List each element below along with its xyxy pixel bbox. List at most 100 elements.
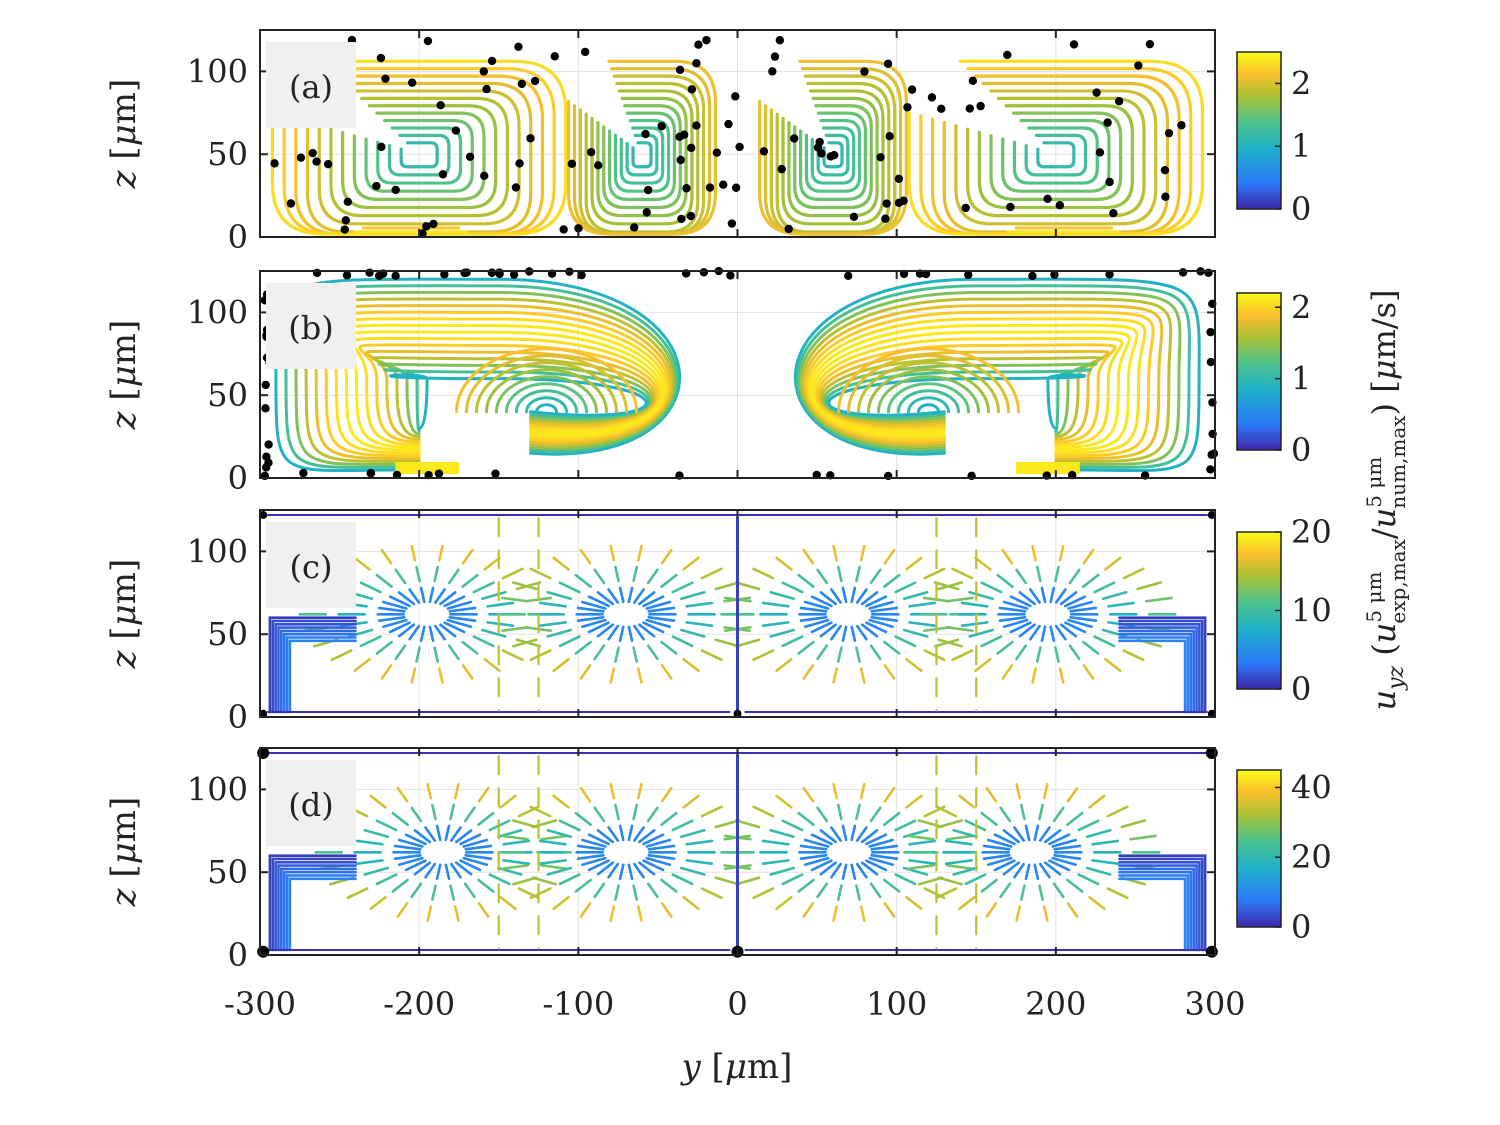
streamline [954,89,1158,226]
streamline [642,621,665,634]
streamline [284,284,679,469]
y-tick-label: 50 [207,615,248,653]
streamline [483,657,501,673]
streamline [505,382,588,414]
streamline [450,862,462,879]
streamline [453,782,460,800]
streamline [868,838,894,848]
tracer-point [965,104,975,113]
streamline [908,621,937,628]
streamline [481,628,507,638]
streamline [364,118,474,193]
tracer-point [790,134,799,143]
tracer-point [296,153,306,162]
streamline [944,859,973,866]
y-tick-label: 100 [187,532,248,570]
streamline [964,873,987,886]
streamline [1018,623,1036,638]
tracer-point [1095,148,1105,157]
streamline [804,118,862,193]
tracer-point [482,84,491,94]
streamline [529,567,552,580]
tracer-point [391,185,400,195]
streamline [799,844,828,851]
streamline [869,882,882,899]
tracer-point [642,208,651,217]
panel-label-box [266,42,356,128]
streamline [540,864,569,871]
tracer-point [261,463,271,472]
streamline [1122,649,1145,662]
tracer-point [1105,270,1114,279]
tracer-point [1069,40,1079,49]
streamline [1031,667,1037,684]
streamline [680,590,706,601]
streamline [982,844,1011,851]
streamline [752,649,775,662]
streamline [576,854,605,860]
streamline [1118,632,1193,714]
streamline [607,624,620,641]
streamline [1118,854,1207,952]
tracer-point [308,148,317,158]
colorbar-tick-label: 0 [1291,431,1311,469]
streamline [607,862,620,879]
streamline [329,96,509,218]
streamline [1054,588,1067,604]
streamline [483,556,501,571]
streamline [906,864,935,871]
streamline [999,882,1012,899]
streamline [511,819,538,829]
streamline [1066,878,1084,893]
corner-point [259,510,268,519]
streamline [558,873,581,886]
colorbar [1236,531,1282,690]
tracer-point [727,219,737,228]
tracer-point [1177,121,1186,130]
streamline [917,876,944,886]
streamline [1054,565,1060,583]
corner-point [259,709,268,718]
streamline [1085,866,1112,876]
streamline [529,649,552,662]
streamline [974,657,992,673]
tracer-point [843,271,853,281]
tracer-point [1028,271,1037,281]
streamline [638,623,656,638]
streamline [609,544,616,562]
streamline [277,626,357,714]
streamline [618,625,625,643]
streamline [877,375,980,414]
streamline [787,96,879,218]
streamline [1118,867,1195,952]
streamline [486,601,515,608]
streamline [642,595,665,608]
streamline [714,581,741,591]
streamline [827,373,1087,430]
tracer-point [1145,39,1155,49]
streamline [618,863,625,881]
tracer-point [712,148,722,157]
streamline [734,819,761,829]
streamline [646,644,659,661]
streamline [443,621,466,634]
tracer-point [365,268,374,277]
tracer-point [462,268,471,277]
streamline [1104,556,1122,571]
streamline [859,667,866,684]
streamline [587,833,610,846]
streamline [1033,863,1040,881]
streamline [415,565,421,583]
y-tick-label: 100 [187,770,248,808]
tracer-point [436,100,445,110]
tracer-point [1055,201,1065,210]
streamline [908,859,937,866]
streamline [453,905,460,922]
streamline [860,623,879,638]
tracer-points [270,35,1186,238]
streamline [419,625,426,643]
streamline [865,621,888,634]
streamline [637,667,643,684]
streamline [810,859,833,872]
colorbar-tick-label: 0 [1291,908,1311,946]
